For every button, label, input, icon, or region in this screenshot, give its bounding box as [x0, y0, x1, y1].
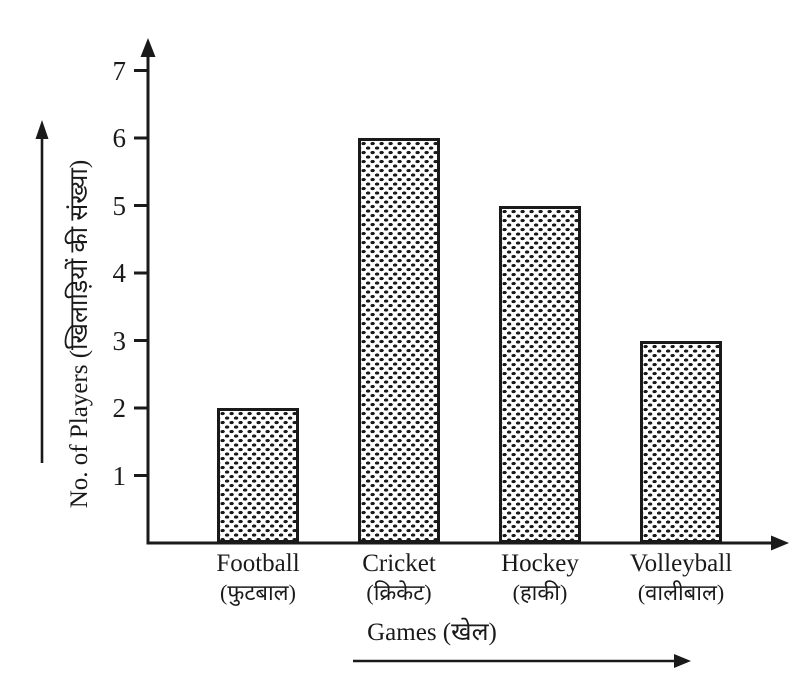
y-tick-label-6: 6: [112, 123, 127, 153]
x-axis-arrowhead-icon: [771, 535, 789, 551]
y-tick-label-4: 4: [112, 258, 127, 288]
y-axis-arrowhead-icon: [140, 38, 156, 57]
category-name-hindi: (फुटबाल): [220, 580, 296, 605]
x-category-label-football: Football (फुटबाल): [216, 550, 299, 608]
category-name-hindi: (क्रिकेट): [366, 580, 432, 605]
category-name-hindi: (वालीबाल): [637, 580, 725, 605]
x-axis-title: Games (खेल): [367, 619, 497, 646]
category-name-english: Hockey: [501, 550, 579, 577]
x-category-label-hockey: Hockey (हाकी): [501, 550, 579, 608]
ylabel-arrowhead-icon: [35, 120, 49, 139]
y-tick-label-1: 1: [112, 460, 127, 491]
category-name-english: Cricket: [362, 550, 436, 577]
xlabel-arrowhead-icon: [674, 654, 691, 668]
y-tick-label-2: 2: [112, 393, 127, 423]
x-category-label-volleyball: Volleyball (वालीबाल): [630, 550, 732, 608]
y-tick-label-3: 3: [112, 325, 127, 356]
category-name-english: Volleyball: [629, 550, 733, 577]
x-category-label-cricket: Cricket (क्रिकेट): [362, 550, 436, 608]
bar-volleyball: [640, 340, 722, 543]
category-name-english: Football: [216, 550, 300, 577]
bar-football: [217, 408, 299, 543]
bar-hockey: [499, 205, 581, 543]
category-name-hindi: (हाकी): [512, 580, 568, 605]
y-tick-label-5: 5: [112, 190, 127, 221]
bar-cricket: [358, 138, 440, 543]
y-tick-marks-group: [134, 69, 150, 477]
y-tick-label-7: 7: [112, 55, 127, 86]
